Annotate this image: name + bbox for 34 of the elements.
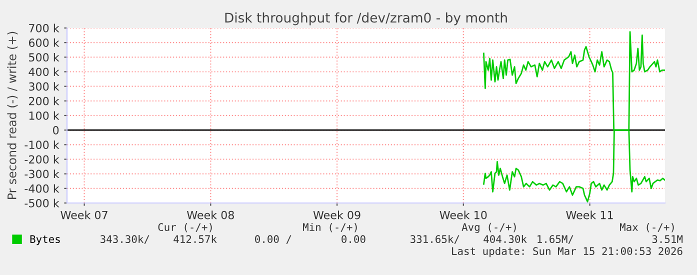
- text: Cur (-/+): [158, 223, 212, 232]
- text: Max (-/+): [620, 223, 674, 232]
- chart-title: Disk throughput for /dev/zram0 - by month: [225, 12, 507, 26]
- legend-label: Bytes: [30, 235, 60, 246]
- text: Avg (-/+): [462, 222, 516, 234]
- text: 404.30k: [484, 234, 527, 244]
- text: 331.65k/: [410, 234, 460, 244]
- text: 3.51M: [652, 235, 683, 244]
- x-tick-label: Week 08: [186, 210, 234, 220]
- y-tick-label: -300 k: [24, 170, 60, 178]
- y-tick-label: -400 k: [24, 184, 60, 193]
- x-tick-label: Week 09: [313, 210, 360, 220]
- text: Last update: Sun Mar 15 21:00:53 2026: [452, 246, 682, 258]
- y-tick-label: 400 k: [28, 68, 60, 76]
- y-axis-title: Pr second read (-) / write (+): [7, 32, 18, 199]
- y-tick-label: 100 k: [29, 111, 60, 120]
- y-tick-label: 0: [53, 126, 59, 134]
- x-tick-label: Week 11: [566, 210, 613, 220]
- y-tick-label: -100 k: [24, 140, 60, 150]
- text: 0.00: [342, 235, 366, 244]
- text: Min (-/+): [302, 222, 357, 232]
- text: 0.00 /: [255, 235, 292, 244]
- y-tick-label: -500 k: [24, 198, 60, 208]
- y-tick-label: 200 k: [29, 96, 60, 106]
- text: 343.30k/: [100, 234, 150, 244]
- y-tick-label: 300 k: [29, 82, 60, 91]
- text: 412.57k: [174, 234, 217, 244]
- y-tick-label: 600 k: [28, 38, 60, 47]
- x-tick-label: Week 10: [440, 210, 487, 220]
- y-tick-label: 500 k: [29, 52, 60, 62]
- y-tick-label: -200 k: [24, 155, 60, 164]
- x-tick-label: Week 07: [60, 210, 108, 220]
- text: 1.65M/: [538, 235, 574, 244]
- y-tick-label: 700 k: [29, 24, 60, 32]
